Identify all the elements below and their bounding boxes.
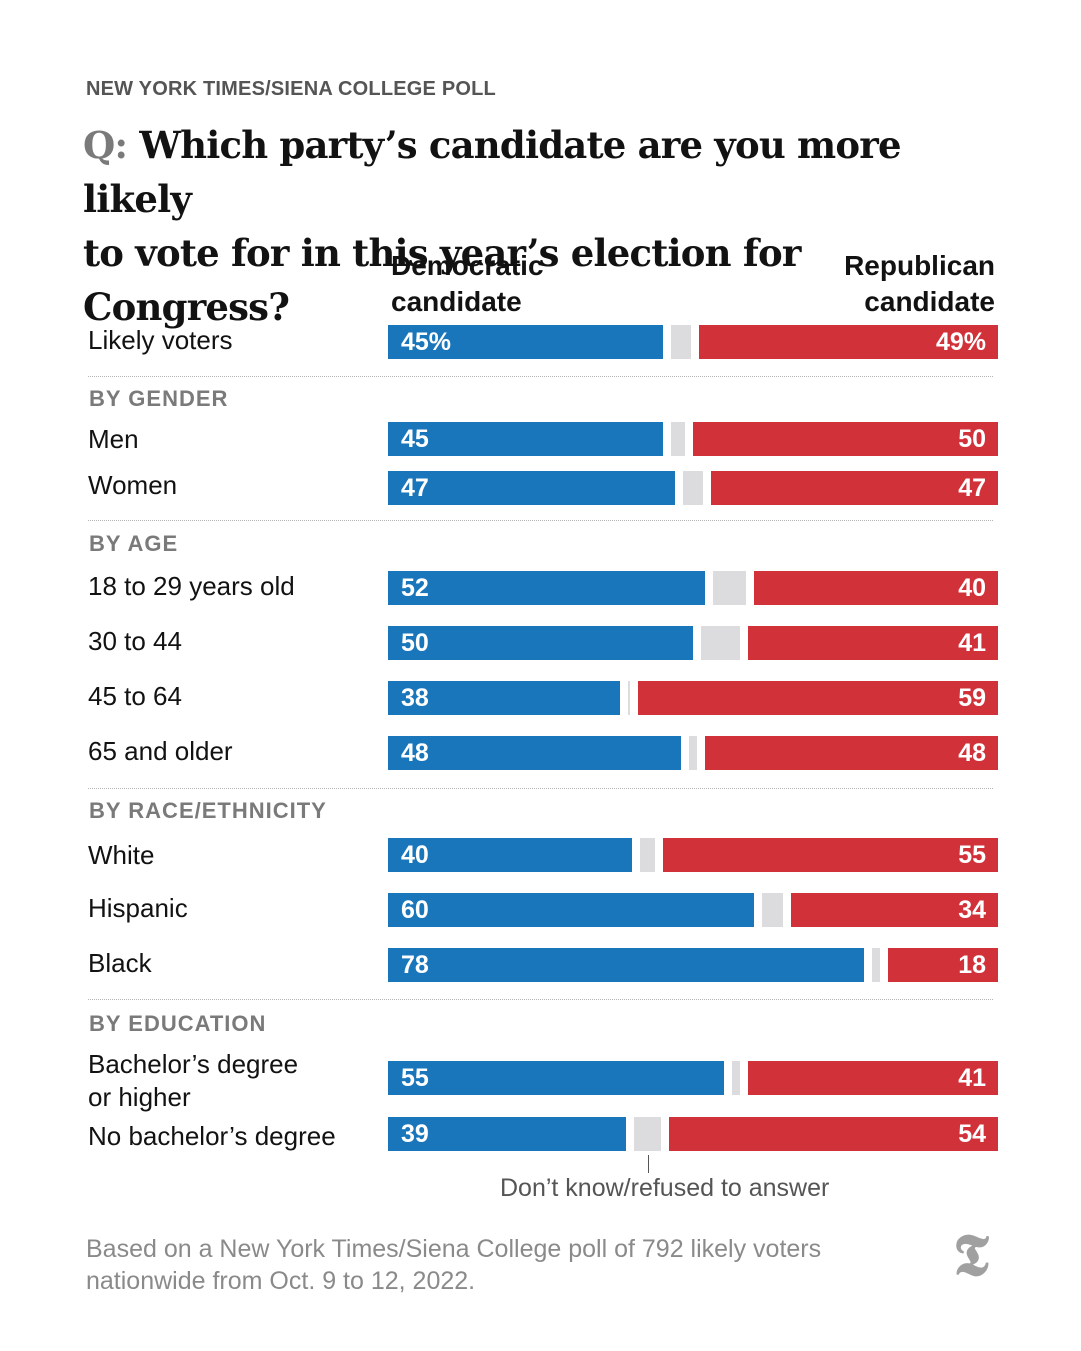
kicker: NEW YORK TIMES/SIENA COLLEGE POLL (86, 78, 496, 100)
dont-know-bar (670, 422, 685, 456)
dont-know-bar (627, 681, 631, 715)
row-label: Men (88, 424, 139, 454)
rep-bar (693, 422, 998, 456)
row-label: Bachelor’s degree or higher (88, 1049, 299, 1112)
row-label: White (88, 840, 155, 870)
dont-know-bar (670, 325, 692, 359)
rep-value-label: 18 (958, 951, 986, 979)
rep-value-label: 55 (958, 841, 986, 869)
nyt-logo-icon: 𝕿 (953, 1221, 989, 1289)
row-label: Hispanic (88, 893, 188, 923)
dem-value-label: 52 (401, 574, 429, 602)
row-label: 18 to 29 years old (88, 571, 295, 601)
dem-header-line1: Democratic (391, 250, 544, 281)
dem-bar (388, 948, 864, 982)
rep-bar (747, 1061, 998, 1095)
rep-bar (699, 325, 998, 359)
rep-header-line2: candidate (864, 286, 995, 317)
rep-bar (754, 571, 998, 605)
dem-bar (388, 626, 693, 660)
section-label: BY RACE/ETHNICITY (89, 798, 327, 823)
rep-value-label: 34 (958, 896, 986, 924)
footnote: Based on a New York Times/Siena College … (86, 1235, 822, 1295)
headline-line2: to vote for in this year’s election for … (83, 231, 801, 329)
rep-bar (705, 736, 998, 770)
dont-know-bar (871, 948, 881, 982)
dem-value-label: 38 (401, 684, 429, 712)
dem-value-label: 48 (401, 739, 429, 767)
rep-bar (662, 838, 998, 872)
headline: Q: Which party’s candidate are you more … (83, 118, 1003, 334)
headline-line1: Which party’s candidate are you more lik… (83, 123, 902, 221)
dont-know-bar (762, 893, 783, 927)
rep-value-label: 41 (958, 629, 986, 657)
dem-bar (388, 571, 706, 605)
dem-bar (388, 893, 754, 927)
dem-value-label: 39 (401, 1120, 429, 1148)
rep-value-label: 49% (935, 328, 986, 356)
dem-value-label: 45 (401, 425, 429, 453)
row-label: Likely voters (88, 325, 233, 355)
dem-value-label: 50 (401, 629, 429, 657)
section-label: BY GENDER (89, 386, 229, 411)
dont-know-bar (633, 1117, 661, 1151)
dem-bar (388, 736, 681, 770)
rep-value-label: 40 (958, 574, 986, 602)
dem-value-label: 47 (401, 474, 429, 502)
dem-bar (388, 1117, 626, 1151)
dem-bar (388, 1061, 724, 1095)
row-label: 65 and older (88, 736, 233, 766)
dem-value-label: 45% (401, 328, 452, 356)
section-divider (88, 376, 993, 377)
headline-prefix: Q: (83, 123, 128, 167)
dem-value-label: 78 (401, 951, 429, 979)
rep-bar (747, 626, 998, 660)
rep-bar (711, 471, 998, 505)
rep-value-label: 50 (958, 425, 986, 453)
rep-value-label: 47 (958, 474, 986, 502)
dont-know-bar (640, 838, 655, 872)
dont-know-bar (688, 736, 698, 770)
dont-know-bar (713, 571, 746, 605)
rep-header-line1: Republican (844, 250, 995, 281)
row-label: 30 to 44 (88, 626, 182, 656)
rep-bar (668, 1117, 998, 1151)
rep-bar (638, 681, 998, 715)
row-label: 45 to 64 (88, 681, 182, 711)
dem-column-header: Democratic candidate (391, 248, 544, 320)
rep-value-label: 54 (958, 1120, 986, 1148)
dem-bar (388, 471, 675, 505)
row-label: Black (88, 948, 152, 978)
section-label: BY AGE (89, 531, 179, 556)
rep-value-label: 48 (958, 739, 986, 767)
dont-know-bar (731, 1061, 740, 1095)
section-label: BY EDUCATION (89, 1011, 267, 1036)
section-divider (88, 788, 993, 789)
dem-value-label: 40 (401, 841, 429, 869)
section-divider (88, 520, 993, 521)
dem-bar (388, 325, 663, 359)
rep-column-header: Republican candidate (844, 248, 995, 320)
dont-know-bar (701, 626, 740, 660)
dont-know-bar (682, 471, 704, 505)
rep-bar (790, 893, 998, 927)
dem-value-label: 60 (401, 896, 429, 924)
dem-value-label: 55 (401, 1064, 429, 1092)
dem-bar (388, 681, 620, 715)
rep-value-label: 41 (958, 1064, 986, 1092)
dem-bar (388, 422, 663, 456)
dem-header-line2: candidate (391, 286, 522, 317)
dont-know-pointer (648, 1155, 649, 1173)
rep-value-label: 59 (958, 684, 986, 712)
dont-know-label: Don’t know/refused to answer (500, 1174, 830, 1202)
row-label: No bachelor’s degree (88, 1121, 336, 1151)
row-label: Women (88, 470, 178, 500)
section-divider (88, 999, 993, 1000)
rep-bar (888, 948, 998, 982)
dem-bar (388, 838, 632, 872)
